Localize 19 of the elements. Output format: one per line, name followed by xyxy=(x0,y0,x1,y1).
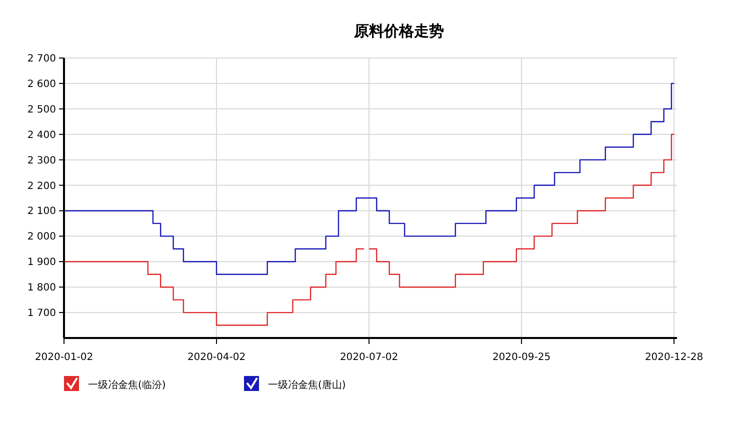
x-tick-label: 2020-12-28 xyxy=(644,352,704,363)
y-tick-label: 2 500 xyxy=(27,104,56,116)
y-tick-label: 2 300 xyxy=(27,155,56,166)
y-tick-label: 2 400 xyxy=(27,130,56,141)
x-tick-label: 2020-04-02 xyxy=(187,352,246,363)
x-tick-label: 2020-01-02 xyxy=(34,352,94,363)
x-tick-label: 2020-09-25 xyxy=(492,352,551,363)
x-tick-label: 2020-07-02 xyxy=(340,352,398,363)
y-tick-label: 2 200 xyxy=(27,180,56,192)
y-tick-label: 2 700 xyxy=(27,54,56,64)
y-tick-label: 2 100 xyxy=(27,206,56,218)
legend-label: 一级冶金焦(临汾) xyxy=(88,379,166,391)
chart-title: 原料价格走势 xyxy=(353,22,444,40)
y-tick-label: 2 600 xyxy=(27,78,56,90)
y-tick-label: 1 800 xyxy=(27,282,56,294)
legend-label: 一级冶金焦(唐山) xyxy=(268,379,346,391)
y-tick-label: 1 700 xyxy=(27,308,56,320)
y-tick-label: 2 000 xyxy=(27,232,56,243)
y-tick-label: 1 900 xyxy=(27,257,56,268)
